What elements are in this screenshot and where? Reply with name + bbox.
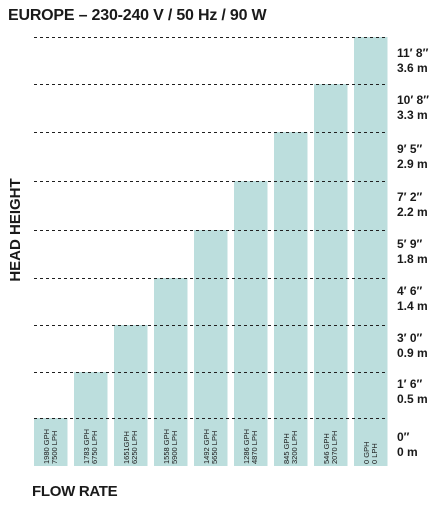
y-tick-label-ft: 7′ 2″ xyxy=(397,190,423,204)
bar-label-lph: 4870 LPH xyxy=(250,431,259,464)
y-tick-label-m: 1.4 m xyxy=(397,299,428,313)
bar-label-lph: 3200 LPH xyxy=(290,431,299,464)
y-tick-label-ft: 9′ 5″ xyxy=(397,142,423,156)
bar-label-gph: 1492 GPH xyxy=(202,429,211,464)
bar-8 xyxy=(314,84,348,466)
bar-4 xyxy=(154,278,188,466)
bar-label-lph: 7500 LPH xyxy=(50,431,59,464)
bar-label-lph: 5900 LPH xyxy=(170,431,179,464)
bar-label-lph: 0 LPH xyxy=(370,443,379,464)
y-tick-label-m: 0.5 m xyxy=(397,392,428,406)
bar-label-gph: 845 GPH xyxy=(282,433,291,464)
y-tick-label-ft: 5′ 9″ xyxy=(397,237,423,251)
bar-label-gph: 1286 GPH xyxy=(242,429,251,464)
y-axis-label: HEAD HEIGHT xyxy=(7,178,24,281)
bar-label-gph: 1783 GPH xyxy=(82,429,91,464)
bar-label-gph: 1651GPH xyxy=(122,431,131,464)
bar-label-lph: 6250 LPH xyxy=(130,431,139,464)
x-axis-label: FLOW RATE xyxy=(32,483,118,500)
y-tick-label-ft: 0″ xyxy=(397,430,410,444)
bar-label-gph: 1558 GPH xyxy=(162,429,171,464)
bar-6 xyxy=(234,181,268,466)
y-tick-label-ft: 1′ 6″ xyxy=(397,377,423,391)
y-tick-label-ft: 3′ 0″ xyxy=(397,331,423,345)
y-tick-label-m: 3.3 m xyxy=(397,108,428,122)
bar-label-gph: 1980 GPH xyxy=(42,429,51,464)
y-tick-label-m: 2.2 m xyxy=(397,205,428,219)
y-tick-label-m: 2.9 m xyxy=(397,157,428,171)
y-tick-label-ft: 10′ 8″ xyxy=(397,93,429,107)
bar-label-lph: 6750 LPH xyxy=(90,431,99,464)
bar-3 xyxy=(114,325,148,466)
chart-title: EUROPE – 230-240 V / 50 Hz / 90 W xyxy=(8,7,267,24)
bar-7 xyxy=(274,132,308,466)
y-tick-label-ft: 11′ 8″ xyxy=(397,46,429,60)
y-tick-label-m: 3.6 m xyxy=(397,61,428,75)
y-tick-label-m: 0.9 m xyxy=(397,346,428,360)
y-tick-label-ft: 4′ 6″ xyxy=(397,284,423,298)
bar-5 xyxy=(194,230,228,466)
bar-label-gph: 0 GPH xyxy=(362,441,371,464)
y-tick-label-m: 1.8 m xyxy=(397,252,428,266)
bar-label-lph: 2070 LPH xyxy=(330,431,339,464)
bar-9 xyxy=(354,37,388,466)
y-tick-label-m: 0 m xyxy=(397,445,418,459)
bar-label-lph: 5650 LPH xyxy=(210,431,219,464)
bar-label-gph: 546 GPH xyxy=(322,433,331,464)
bar-1 xyxy=(34,418,68,466)
